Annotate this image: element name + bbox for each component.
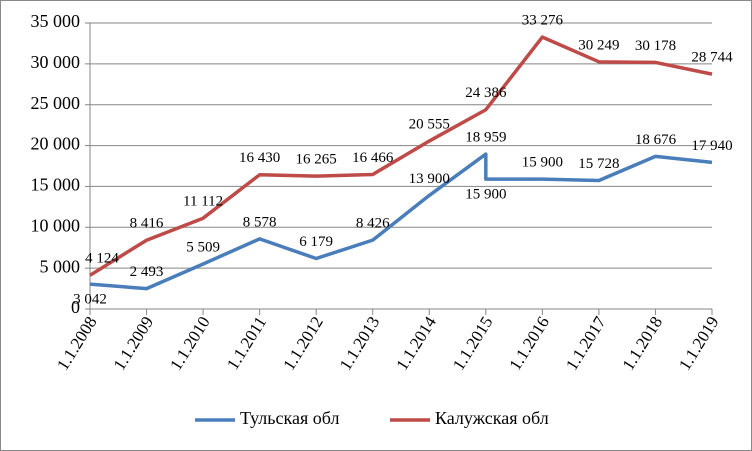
y-tick-label: 5 000 bbox=[40, 256, 81, 276]
data-label: 3 042 bbox=[73, 292, 107, 308]
data-label: 16 466 bbox=[352, 150, 394, 166]
series-line bbox=[89, 35, 713, 277]
data-label: 20 555 bbox=[409, 116, 450, 132]
data-label: 16 430 bbox=[239, 150, 280, 166]
data-label: 15 900 bbox=[465, 187, 506, 203]
data-label: 4 124 bbox=[85, 251, 119, 267]
data-label: 18 959 bbox=[465, 130, 506, 146]
legend-label: Тульская обл bbox=[240, 408, 339, 428]
y-tick-label: 25 000 bbox=[31, 93, 81, 113]
y-tick-label: 15 000 bbox=[31, 175, 81, 195]
data-label: 8 416 bbox=[130, 216, 164, 232]
data-label: 6 179 bbox=[299, 234, 333, 250]
y-tick-label: 0 bbox=[71, 297, 80, 317]
data-label: 15 728 bbox=[578, 156, 619, 172]
data-label: 33 276 bbox=[522, 13, 564, 29]
data-label: 30 249 bbox=[578, 37, 619, 53]
data-label: 13 900 bbox=[409, 171, 450, 187]
data-label: 18 676 bbox=[635, 132, 677, 148]
data-label: 30 178 bbox=[635, 38, 676, 54]
data-label: 15 900 bbox=[522, 155, 563, 171]
legend-label: Калужская обл bbox=[435, 408, 549, 428]
data-label: 28 744 bbox=[691, 50, 733, 66]
y-tick-label: 10 000 bbox=[31, 215, 81, 235]
y-tick-label: 30 000 bbox=[31, 52, 81, 72]
data-label: 2 493 bbox=[130, 264, 164, 280]
data-label: 8 426 bbox=[356, 216, 390, 232]
data-label: 24 386 bbox=[465, 85, 507, 101]
data-label: 16 265 bbox=[296, 152, 337, 168]
data-label: 8 578 bbox=[243, 214, 277, 230]
series-line bbox=[89, 152, 713, 291]
data-label: 5 509 bbox=[186, 239, 220, 255]
y-tick-label: 35 000 bbox=[31, 11, 81, 31]
data-label: 11 112 bbox=[183, 194, 223, 210]
data-label: 17 940 bbox=[691, 138, 732, 154]
y-tick-label: 20 000 bbox=[31, 134, 81, 154]
